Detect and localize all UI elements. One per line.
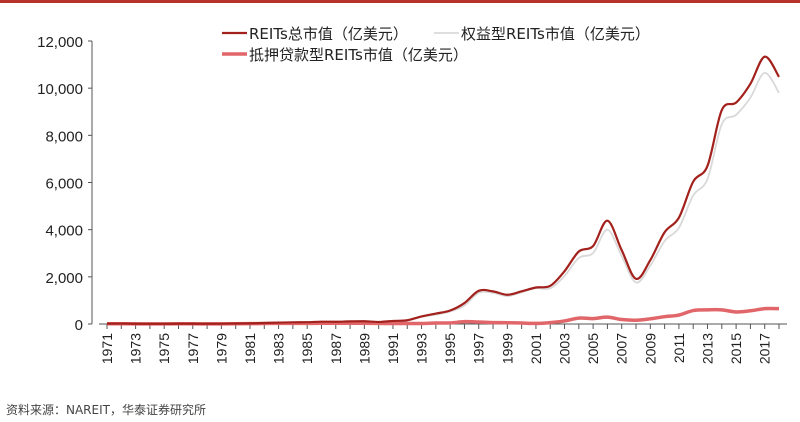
x-tick-label: 2007 [614, 333, 630, 364]
legend-label: REITs总市值（亿美元） [249, 25, 408, 43]
x-tick-label: 2005 [585, 333, 601, 364]
x-tick-label: 1973 [128, 333, 144, 364]
series-line-0 [106, 55, 780, 325]
x-tick-label: 1971 [99, 333, 115, 364]
x-tick-label: 2015 [728, 333, 744, 364]
legend-label: 抵押贷款型REITs市值（亿美元） [249, 46, 468, 64]
x-tick-label: 2017 [757, 333, 773, 364]
x-tick-label: 1977 [185, 333, 201, 364]
source-note: 资料来源：NAREIT，华泰证券研究所 [6, 403, 206, 417]
x-tick-label: 1997 [471, 333, 487, 364]
x-tick-label: 1995 [442, 333, 458, 364]
y-tick-label: 12,000 [37, 34, 83, 51]
series-line-2 [106, 306, 780, 326]
x-tick-label: 1999 [499, 333, 515, 364]
y-tick-label: 0 [75, 317, 83, 334]
y-tick-label: 6,000 [45, 176, 83, 193]
y-tick-label: 2,000 [45, 270, 83, 287]
x-tick-label: 1993 [414, 333, 430, 364]
y-tick-label: 8,000 [45, 128, 83, 145]
y-tick-label: 4,000 [45, 223, 83, 240]
x-tick-label: 1975 [156, 333, 172, 364]
x-tick-label: 1987 [328, 333, 344, 364]
x-tick-label: 1981 [242, 333, 258, 364]
y-tick-label: 10,000 [37, 81, 83, 98]
x-tick-label: 2013 [700, 333, 716, 364]
series-line-1 [106, 71, 780, 325]
x-tick-label: 1985 [299, 333, 315, 364]
x-tick-label: 1991 [385, 333, 401, 364]
top-rule [0, 0, 800, 3]
x-tick-label: 1989 [356, 333, 372, 364]
x-tick-label: 2011 [671, 333, 687, 363]
x-tick-label: 2003 [557, 333, 573, 364]
x-tick-label: 2001 [528, 333, 544, 364]
legend-label: 权益型REITs市值（亿美元） [461, 25, 650, 43]
x-tick-label: 1979 [213, 333, 229, 364]
x-tick-label: 2009 [642, 333, 658, 364]
x-tick-label: 1983 [271, 333, 287, 364]
